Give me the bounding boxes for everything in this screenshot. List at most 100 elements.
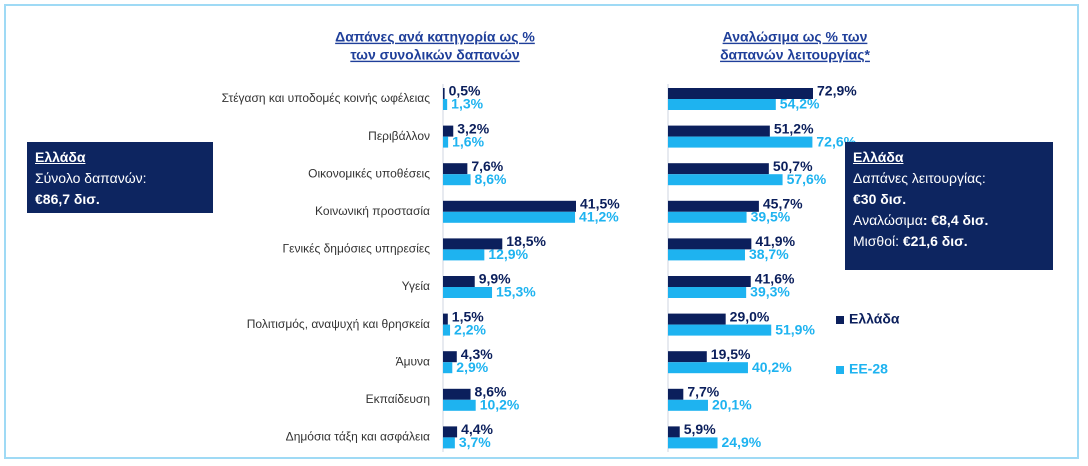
bar (443, 125, 454, 137)
bar (443, 211, 576, 223)
category-label: Οικονομικές υποθέσεις (308, 166, 430, 180)
info-line: Αναλώσιμα: €8,4 δισ. (853, 210, 1045, 231)
value-label: 18,5% (506, 233, 546, 249)
value-label: 5,9% (684, 421, 716, 437)
bar (443, 174, 471, 186)
value-label: 2,9% (456, 359, 488, 375)
bar (443, 313, 448, 325)
value-label: 15,3% (496, 284, 536, 300)
bar (668, 174, 783, 186)
bar (443, 324, 451, 336)
bar (668, 99, 776, 110)
info-box: Ελλάδα Σύνολο δαπανών: €86,7 δισ. (27, 142, 213, 213)
info-box: Ελλάδα Δαπάνες λειτουργίας: €30 δισ. Αναλώσ… (845, 142, 1053, 270)
bar (668, 276, 751, 287)
bar (668, 238, 752, 250)
info-text: Αναλώσιμα (853, 212, 923, 228)
bar (443, 399, 476, 411)
category-label: Στέγαση και υποδομές κοινής ωφέλειας (222, 91, 431, 105)
category-label: Δημόσια τάξη και ασφάλεια (286, 430, 430, 444)
bar (443, 351, 457, 363)
bar (443, 437, 455, 449)
value-label: 38,7% (749, 246, 789, 262)
value-label: 41,2% (579, 209, 619, 225)
chart-title: δαπανών λειτουργίας* (720, 47, 870, 63)
category-label: Κοινωνική προστασία (315, 204, 430, 218)
bar (668, 324, 772, 336)
category-label: Περιβάλλον (368, 129, 430, 143)
bar (668, 163, 769, 175)
value-label: 51,2% (774, 120, 814, 136)
frame (4, 4, 1079, 459)
info-line: Ελλάδα (35, 147, 205, 168)
value-label: 39,3% (750, 284, 790, 300)
bar (668, 351, 707, 363)
value-label: 12,9% (488, 246, 528, 262)
legend-label: ΕΕ-28 (849, 361, 888, 377)
value-label: 3,2% (457, 120, 489, 136)
bar (443, 249, 485, 261)
bar (668, 388, 684, 400)
bar (668, 249, 745, 261)
bar (443, 388, 471, 400)
value-label: 19,5% (711, 346, 751, 362)
value-label: 1,3% (451, 96, 483, 112)
bar (668, 313, 726, 325)
bar (668, 125, 770, 137)
value-label: 72,9% (817, 83, 857, 99)
bar (668, 426, 680, 438)
bar (668, 211, 747, 223)
bar (668, 136, 813, 148)
value-label: 39,5% (751, 209, 791, 225)
bar (668, 399, 708, 411)
value-label: 40,2% (752, 359, 792, 375)
bar (443, 136, 449, 148)
info-text: Δαπάνες λειτουργίας: (853, 170, 986, 186)
bar (668, 362, 748, 374)
category-label: Πολιτισμός, αναψυχή και θρησκεία (247, 317, 430, 331)
info-text: Σύνολο δαπανών: (35, 170, 147, 186)
legend-swatch (836, 366, 844, 374)
value-label: 8,6% (475, 171, 507, 187)
value-label: 50,7% (773, 158, 813, 174)
bar (668, 88, 813, 99)
info-line: Δαπάνες λειτουργίας: (853, 168, 1045, 189)
value-label: 0,5% (449, 83, 481, 99)
value-label: 4,3% (461, 346, 493, 362)
category-label: Εκπαίδευση (366, 392, 430, 406)
bar (443, 200, 576, 212)
value-label: 4,4% (461, 421, 493, 437)
bar (443, 426, 458, 438)
legend-swatch (836, 316, 844, 324)
value-label: 10,2% (480, 397, 520, 413)
bar (443, 287, 493, 298)
bar (443, 238, 503, 250)
value-label: 41,5% (580, 196, 620, 212)
value-label: 45,7% (763, 196, 803, 212)
legend-label: Ελλάδα (849, 311, 900, 327)
value-label: 1,5% (452, 308, 484, 324)
bar (443, 88, 445, 99)
info-line: Σύνολο δαπανών: (35, 168, 205, 189)
value-label: 7,7% (687, 384, 719, 400)
bar (668, 287, 747, 298)
bar (443, 276, 475, 287)
info-text: €30 δισ. (853, 191, 907, 207)
info-line: Ελλάδα (853, 147, 1045, 168)
info-text: Ελλάδα (35, 149, 86, 165)
chart-title: Αναλώσιμα ως % των (723, 29, 868, 45)
category-label: Υγεία (402, 279, 430, 293)
bar (443, 163, 468, 175)
value-label: 3,7% (459, 434, 491, 450)
value-label: 8,6% (475, 384, 507, 400)
bar (668, 200, 759, 212)
value-label: 51,9% (775, 321, 815, 337)
chart-title: των συνολικών δαπανών (350, 47, 520, 63)
info-line: €30 δισ. (853, 189, 1045, 210)
chart-title: Δαπάνες ανά κατηγορία ως % (335, 29, 535, 45)
info-text: Μισθοί: (853, 233, 903, 249)
value-label: 20,1% (712, 397, 752, 413)
bar (443, 99, 448, 110)
